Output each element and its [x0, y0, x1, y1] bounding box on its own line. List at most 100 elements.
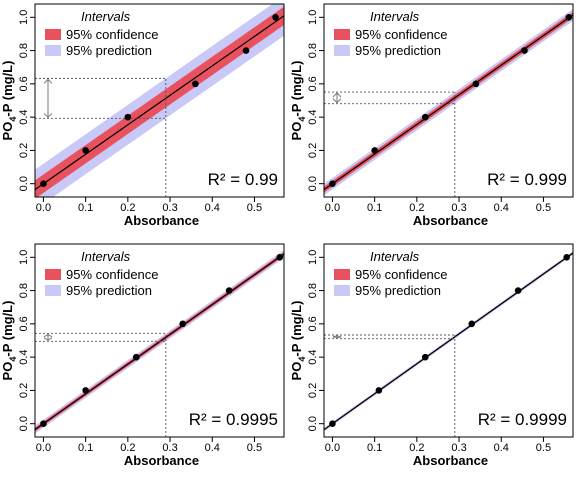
x-tick-label: 0.4	[205, 202, 220, 214]
y-axis-title-main: PO	[0, 122, 15, 141]
data-point	[40, 420, 47, 427]
y-tick-label: 0.0	[18, 176, 30, 191]
data-point	[179, 320, 187, 328]
y-tick-label: 1.0	[18, 10, 30, 25]
range-arrow-head-down	[43, 112, 53, 119]
y-tick-label: 0.2	[18, 143, 30, 158]
y-axis-title: PO4-P (mg/L)	[289, 61, 307, 141]
x-tick-label: 0.5	[536, 202, 551, 214]
plot-area	[324, 9, 573, 197]
x-tick-label: 0.4	[494, 442, 509, 454]
legend-label-prediction: 95% prediction	[66, 283, 152, 298]
data-point	[82, 387, 89, 394]
y-axis-title-rest: -P (mg/L)	[0, 61, 15, 117]
y-tick-label: 0.0	[307, 176, 319, 191]
y-tick-label: 0.8	[307, 283, 319, 298]
data-point	[242, 47, 250, 54]
y-tick-label: 0.4	[307, 349, 319, 364]
data-point	[472, 80, 480, 88]
data-point	[468, 320, 476, 328]
legend-swatch-confidence	[334, 29, 350, 40]
legend-label-prediction: 95% prediction	[66, 43, 152, 58]
y-axis-title-subscript: 4	[8, 357, 18, 362]
y-tick-label: 0.0	[18, 416, 30, 431]
x-tick-label: 0.5	[536, 442, 551, 454]
legend-swatch-confidence	[45, 29, 61, 40]
x-axis-title: Absorbance	[124, 453, 199, 468]
legend-title: Intervals	[81, 249, 131, 264]
x-tick-label: 0.3	[451, 202, 466, 214]
legend-label-prediction: 95% prediction	[355, 43, 441, 58]
chart-panel: 0.0 0.1 0.2 0.3 0.4 0.5 0.0 0.2 0.4 0.6 0.8 1.0 Abso…	[0, 3, 285, 228]
range-arrow-head-up	[43, 333, 53, 338]
y-tick-label: 0.2	[307, 143, 319, 158]
r-squared-label: R² = 0.99	[208, 170, 278, 189]
data-point	[124, 113, 132, 121]
y-axis-title: PO4-P (mg/L)	[0, 61, 18, 141]
y-tick-label: 0.4	[18, 349, 30, 364]
y-axis-title: PO4-P (mg/L)	[0, 301, 18, 381]
legend-swatch-prediction	[45, 45, 61, 56]
y-tick-label: 0.2	[307, 383, 319, 398]
legend-title: Intervals	[81, 9, 131, 24]
data-point	[421, 353, 429, 361]
y-axis-title-main: PO	[289, 362, 304, 381]
legend-label-confidence: 95% confidence	[66, 267, 159, 282]
regression-line	[324, 14, 573, 191]
x-tick-label: 0.3	[162, 442, 177, 454]
x-tick-label: 0.0	[36, 202, 51, 214]
y-axis-title-main: PO	[0, 362, 15, 381]
data-point	[132, 353, 140, 361]
x-axis-title: Absorbance	[413, 213, 488, 228]
y-axis-title-subscript: 4	[297, 117, 307, 122]
regression-line	[35, 253, 284, 431]
legend-swatch-prediction	[45, 285, 61, 296]
y-tick-label: 0.8	[307, 43, 319, 58]
legend-swatch-prediction	[334, 45, 350, 56]
legend-label-confidence: 95% confidence	[355, 267, 448, 282]
plot-area	[35, 4, 284, 197]
data-point	[521, 47, 528, 54]
legend-swatch-prediction	[334, 285, 350, 296]
x-tick-label: 0.2	[120, 202, 135, 214]
chart-panel: 0.0 0.1 0.2 0.3 0.4 0.5 0.0 0.2 0.4 0.6 0.8 1.0 Abso…	[289, 243, 574, 468]
x-tick-label: 0.3	[162, 202, 177, 214]
x-axis-title: Absorbance	[124, 213, 199, 228]
range-arrow-head-up	[332, 335, 342, 338]
x-tick-label: 0.1	[367, 202, 382, 214]
x-tick-label: 0.1	[78, 202, 93, 214]
range-arrow-head-up	[43, 78, 53, 84]
y-axis-title-rest: -P (mg/L)	[289, 61, 304, 117]
x-tick-label: 0.1	[367, 442, 382, 454]
y-axis-title: PO4-P (mg/L)	[289, 301, 307, 381]
plot-frame	[323, 3, 574, 198]
legend-title: Intervals	[370, 249, 420, 264]
regression-line	[324, 252, 573, 431]
y-tick-label: 0.8	[18, 43, 30, 58]
plot-frame	[34, 243, 285, 438]
data-point	[375, 387, 383, 394]
x-tick-label: 0.2	[409, 202, 424, 214]
data-point	[565, 14, 573, 21]
x-tick-label: 0.0	[325, 442, 340, 454]
x-tick-label: 0.0	[36, 442, 51, 454]
r-squared-label: R² = 0.999	[487, 170, 567, 189]
y-tick-label: 0.6	[18, 76, 30, 91]
y-axis-title-main: PO	[289, 122, 304, 141]
y-tick-label: 0.8	[18, 283, 30, 298]
data-point	[329, 180, 336, 187]
legend-title: Intervals	[370, 9, 420, 24]
x-tick-label: 0.2	[120, 442, 135, 454]
x-tick-label: 0.5	[247, 202, 262, 214]
confidence-band	[35, 6, 284, 197]
plot-area	[324, 251, 573, 437]
x-tick-label: 0.1	[78, 442, 93, 454]
x-tick-label: 0.3	[451, 442, 466, 454]
x-tick-label: 0.0	[325, 202, 340, 214]
legend-label-confidence: 95% confidence	[355, 27, 448, 42]
chart-panel: 0.0 0.1 0.2 0.3 0.4 0.5 0.0 0.2 0.4 0.6 0.8 1.0 Abso…	[289, 3, 574, 228]
x-tick-label: 0.2	[409, 442, 424, 454]
y-tick-label: 0.2	[18, 383, 30, 398]
